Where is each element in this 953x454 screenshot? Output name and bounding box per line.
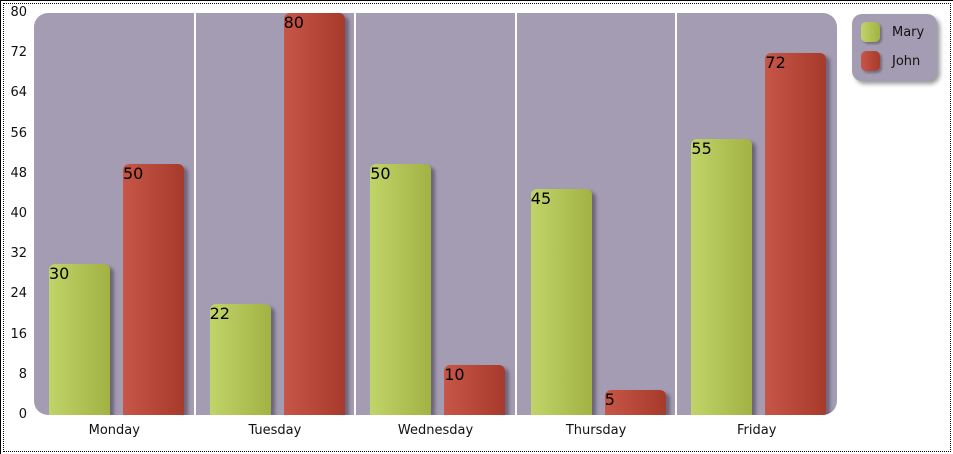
bar-mary-thursday[interactable]: 45 xyxy=(530,188,592,415)
x-axis-label-tuesday: Tuesday xyxy=(248,423,302,438)
legend-swatch-icon-mary xyxy=(861,22,880,42)
bar-john-monday[interactable]: 50 xyxy=(123,163,184,415)
y-tick-label-0: 0 xyxy=(18,407,27,422)
y-tick-label-40: 40 xyxy=(10,206,27,221)
y-tick-label-24: 24 xyxy=(10,286,27,302)
bar-mary-tuesday[interactable]: 22 xyxy=(209,304,271,415)
legend-label-mary: Mary xyxy=(892,24,925,40)
bar-mary-friday[interactable]: 55 xyxy=(691,138,753,415)
y-tick-label-72: 72 xyxy=(10,45,27,61)
bar-john-tuesday[interactable]: 80 xyxy=(283,13,345,415)
legend-swatch-icon-john xyxy=(861,51,880,71)
y-tick-label-32: 32 xyxy=(10,246,27,262)
x-axis-label-wednesday: Wednesday xyxy=(397,423,474,438)
y-tick-label-64: 64 xyxy=(10,85,27,101)
x-axis-label-friday: Friday xyxy=(736,423,777,438)
y-tick-label-80: 80 xyxy=(10,5,27,20)
plot-area: 30 50 22 80 50 10 45 5 55 72 xyxy=(34,13,837,415)
x-axis-label-thursday: Thursday xyxy=(565,423,627,438)
legend-item-john: John xyxy=(861,51,931,71)
category-divider xyxy=(675,13,678,415)
y-tick-label-56: 56 xyxy=(10,125,27,141)
category-divider xyxy=(514,13,517,415)
legend: Mary John xyxy=(852,14,937,81)
bar-john-friday[interactable]: 72 xyxy=(765,53,827,415)
category-divider xyxy=(354,13,357,415)
y-tick-label-8: 8 xyxy=(18,366,27,382)
bar-john-thursday[interactable]: 5 xyxy=(604,389,666,415)
bar-mary-monday[interactable]: 30 xyxy=(49,264,110,415)
y-tick-label-48: 48 xyxy=(10,165,27,181)
bar-john-wednesday[interactable]: 10 xyxy=(444,364,506,415)
x-axis-label-monday: Monday xyxy=(88,423,140,438)
y-tick-label-16: 16 xyxy=(10,326,27,342)
legend-label-john: John xyxy=(892,53,921,69)
bar-mary-wednesday[interactable]: 50 xyxy=(370,163,432,415)
category-divider xyxy=(193,13,196,415)
legend-item-mary: Mary xyxy=(861,22,931,42)
